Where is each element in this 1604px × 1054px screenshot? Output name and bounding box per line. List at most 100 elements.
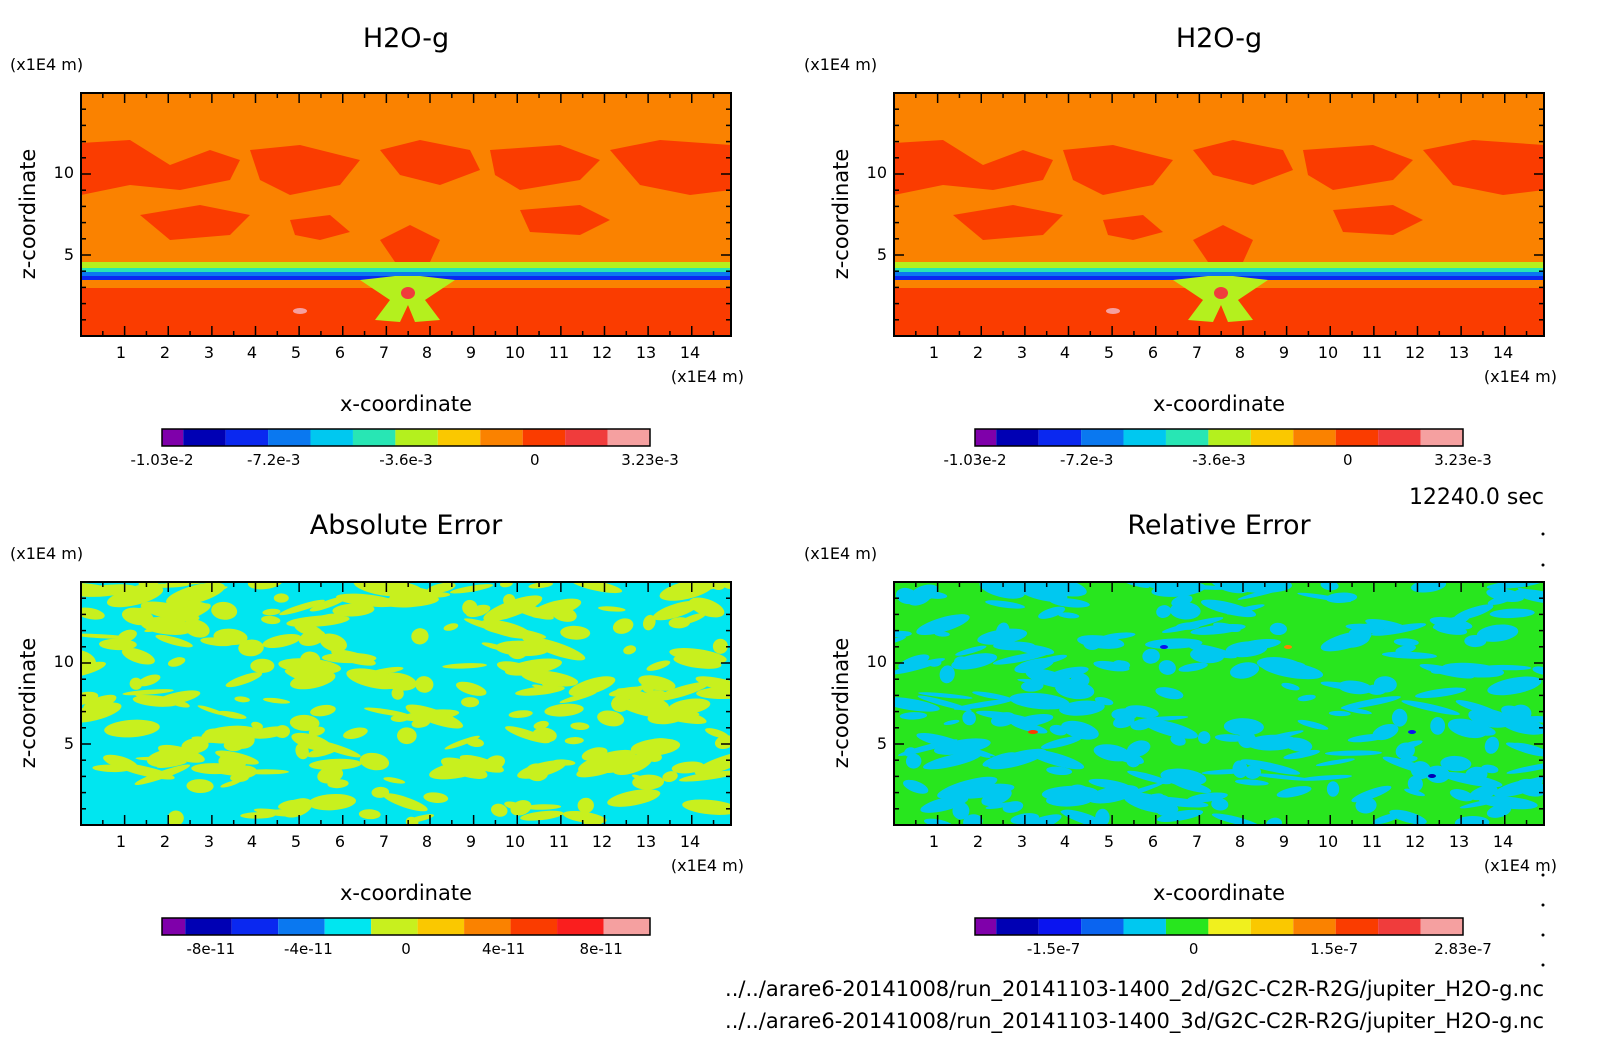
noise-blob <box>1093 660 1130 672</box>
x-tick-label: 6 <box>1148 832 1158 851</box>
x-tick-label: 6 <box>335 832 345 851</box>
noise-blob <box>1371 623 1427 636</box>
noise-blob <box>162 616 181 628</box>
noise-blob <box>191 763 238 775</box>
y-unit-label: (x1E4 m) <box>804 544 877 563</box>
margin-dot <box>1541 563 1545 567</box>
x-tick-label: 7 <box>379 343 389 362</box>
noise-blob <box>987 748 1047 770</box>
noise-blob <box>1395 742 1415 760</box>
noise-blob <box>955 645 987 656</box>
noise-blob <box>894 697 940 712</box>
noise-blob <box>917 695 972 712</box>
y-tick-label: 5 <box>64 734 74 753</box>
noise-blob <box>1223 718 1264 736</box>
noise-blob <box>1240 759 1301 775</box>
noise-blob <box>1060 810 1118 825</box>
noise-blob <box>953 699 1013 710</box>
noise-blob <box>250 658 275 673</box>
noise-blob <box>383 777 406 784</box>
colorbar-tick-label: -3.6e-3 <box>379 451 432 469</box>
noise-blob <box>533 720 549 730</box>
noise-blob <box>662 771 678 783</box>
field-upper-patches <box>81 140 731 262</box>
noise-blob <box>1237 731 1257 749</box>
noise-blob <box>411 628 429 645</box>
noise-blob <box>442 663 488 669</box>
colorbar-tick-label: -4e-11 <box>284 940 333 958</box>
noise-blob <box>920 795 969 813</box>
noise-blob <box>262 633 302 649</box>
colorbar-swatch <box>1293 918 1336 935</box>
colorbar: -1.5e-7 0 1.5e-7 2.83e-7 <box>974 917 1492 958</box>
colorbar-swatch <box>437 429 481 446</box>
colorbar-swatch <box>352 429 396 446</box>
x-tick-label: 12 <box>592 832 612 851</box>
noise-blob <box>1476 624 1519 642</box>
field-upper-patches <box>894 140 1544 262</box>
x-tick-label: 4 <box>247 832 257 851</box>
noise-blob <box>1519 716 1544 723</box>
field-speck <box>1408 730 1416 734</box>
plot-frame <box>893 92 1545 337</box>
noise-blob <box>934 631 950 637</box>
noise-blob <box>1225 641 1268 658</box>
noise-blob <box>1211 813 1260 825</box>
noise-blob <box>1339 631 1370 648</box>
y-tick-label: 5 <box>877 734 887 753</box>
plot-frame <box>80 581 732 826</box>
noise-blob <box>903 779 929 794</box>
colorbar-tick-label: -8e-11 <box>186 940 235 958</box>
margin-dot <box>1541 933 1545 937</box>
noise-blob <box>116 763 175 780</box>
noise-blob <box>508 710 533 718</box>
noise-blob <box>1505 742 1544 756</box>
noise-blob <box>415 676 434 693</box>
x-tick-label: 8 <box>1235 832 1245 851</box>
noise-blob <box>281 798 313 818</box>
noise-blob <box>991 712 1016 727</box>
x-tick-label: 9 <box>1279 832 1289 851</box>
noise-blob <box>578 749 636 774</box>
noise-blob <box>542 677 566 687</box>
noise-blob <box>230 773 249 783</box>
colorbar-swatch <box>1081 429 1124 446</box>
noise-blob <box>607 789 661 807</box>
colorbar-tick-label: -7.2e-3 <box>1060 451 1113 469</box>
noise-blob <box>1415 687 1467 699</box>
noise-blob <box>1260 730 1304 742</box>
noise-blob <box>1454 815 1490 825</box>
x-tick-label: 12 <box>1405 832 1425 851</box>
x-tick-label: 2 <box>160 832 170 851</box>
noise-blob <box>1407 775 1423 792</box>
y-axis-label: z-coordinate <box>829 149 853 280</box>
noise-blob <box>309 596 347 612</box>
x-tick-label: 14 <box>1493 832 1513 851</box>
time-label: 12240.0 sec <box>1409 485 1544 510</box>
y-tick-label: 10 <box>54 652 74 671</box>
noise-blob <box>1489 608 1535 619</box>
noise-blob <box>217 710 247 720</box>
colorbar-swatch <box>231 918 279 935</box>
noise-blob <box>679 613 706 625</box>
noise-blob <box>1038 606 1066 619</box>
noise-blob <box>1049 598 1090 608</box>
noise-blob <box>1155 687 1184 700</box>
noise-blob <box>343 727 368 739</box>
x-tick-label: 3 <box>204 832 214 851</box>
x-unit-label: (x1E4 m) <box>1484 856 1557 875</box>
x-tick-label: 9 <box>466 343 476 362</box>
noise-blob <box>1244 765 1262 779</box>
noise-blob <box>466 737 484 748</box>
x-tick-label: 9 <box>1279 343 1289 362</box>
noise-blob <box>1410 761 1431 779</box>
field-band-yellow <box>81 262 731 271</box>
noise-blob <box>1176 585 1233 590</box>
noise-blob <box>167 657 186 667</box>
x-tick-label: 2 <box>160 343 170 362</box>
noise-blob <box>405 704 464 729</box>
noise-blob <box>1320 681 1364 691</box>
y-unit-label: (x1E4 m) <box>10 544 83 563</box>
noise-blob <box>132 695 180 707</box>
x-tick-label: 9 <box>466 832 476 851</box>
